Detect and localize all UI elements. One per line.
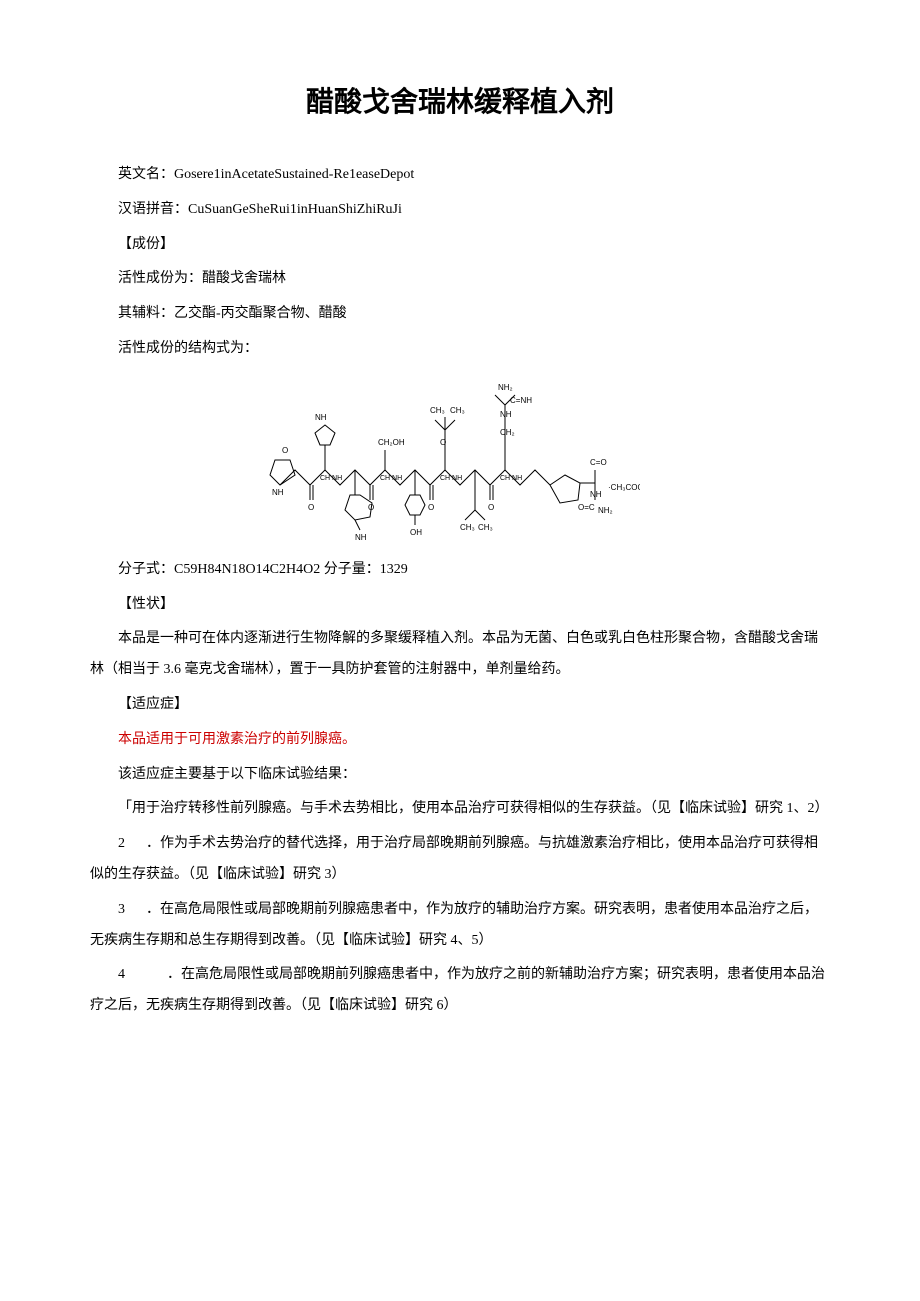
svg-text:NH: NH bbox=[590, 490, 602, 499]
svg-text:CH NH: CH NH bbox=[440, 475, 462, 482]
item-3-text: ．在高危局限性或局部晚期前列腺癌患者中，作为放疗的辅助治疗方案。研究表明，患者使… bbox=[90, 902, 818, 948]
indication-item-4: 4．在高危局限性或局部晚期前列腺癌患者中，作为放疗之前的新辅助治疗方案；研究表明… bbox=[90, 960, 830, 1022]
svg-text:CH₃: CH₃ bbox=[460, 523, 475, 532]
indication-basis: 该适应症主要基于以下临床试验结果： bbox=[90, 760, 830, 791]
excipient-line: 其辅料：乙交酯-丙交酯聚合物、醋酸 bbox=[90, 299, 830, 330]
english-name-label: 英文名： bbox=[118, 167, 174, 182]
indication-item-1: 「用于治疗转移性前列腺癌。与手术去势相比，使用本品治疗可获得相似的生存获益。（见… bbox=[90, 794, 830, 825]
item-2-text: ．作为手术去势治疗的替代选择，用于治疗局部晚期前列腺癌。与抗雄激素治疗相比，使用… bbox=[90, 836, 818, 882]
svg-text:CH₂OH: CH₂OH bbox=[378, 438, 405, 447]
section-ingredients: 【成份】 bbox=[90, 230, 830, 261]
english-name-value: Gosere1inAcetateSustained-Re1easeDepot bbox=[174, 167, 414, 182]
properties-text: 本品是一种可在体内逐渐进行生物降解的多聚缓释植入剂。本品为无菌、白色或乳白色柱形… bbox=[90, 624, 830, 686]
svg-text:O: O bbox=[368, 503, 374, 512]
formula-label: 分子式： bbox=[118, 562, 174, 577]
molecular-formula-line: 分子式：C59H84N18O14C2H4O2 分子量：1329 bbox=[90, 555, 830, 586]
svg-text:NH: NH bbox=[315, 413, 327, 422]
indication-main: 本品适用于可用激素治疗的前列腺癌。 bbox=[90, 725, 830, 756]
svg-text:O: O bbox=[440, 438, 446, 447]
svg-text:O: O bbox=[308, 503, 314, 512]
svg-text:CH NH: CH NH bbox=[320, 475, 342, 482]
item-2-number: 2 bbox=[118, 836, 125, 851]
excipient-label: 其辅料： bbox=[118, 306, 174, 321]
excipient-value: 乙交酯-丙交酯聚合物、醋酸 bbox=[174, 306, 347, 321]
document-title: 醋酸戈舍瑞林缓释植入剂 bbox=[90, 80, 830, 120]
pinyin-line: 汉语拼音：CuSuanGeSheRui1inHuanShiZhiRuJi bbox=[90, 195, 830, 226]
active-label: 活性成份为： bbox=[118, 271, 202, 286]
svg-text:O=C: O=C bbox=[578, 503, 595, 512]
svg-text:CH₃: CH₃ bbox=[478, 523, 493, 532]
svg-text:NH₂: NH₂ bbox=[598, 506, 613, 515]
item-3-number: 3 bbox=[118, 902, 125, 917]
svg-text:O: O bbox=[488, 503, 494, 512]
indication-item-3: 3．在高危局限性或局部晚期前列腺癌患者中，作为放疗的辅助治疗方案。研究表明，患者… bbox=[90, 895, 830, 957]
pinyin-value: CuSuanGeSheRui1inHuanShiZhiRuJi bbox=[188, 202, 402, 217]
svg-text:CH NH: CH NH bbox=[380, 475, 402, 482]
section-properties: 【性状】 bbox=[90, 590, 830, 621]
svg-text:O: O bbox=[282, 446, 288, 455]
formula-value: C59H84N18O14C2H4O2 分子量：1329 bbox=[174, 562, 408, 577]
svg-text:CH₂: CH₂ bbox=[500, 428, 515, 437]
svg-text:NH: NH bbox=[355, 533, 367, 542]
english-name-line: 英文名：Gosere1inAcetateSustained-Re1easeDep… bbox=[90, 160, 830, 191]
item-4-text: ．在高危局限性或局部晚期前列腺癌患者中，作为放疗之前的新辅助治疗方案；研究表明，… bbox=[90, 967, 825, 1013]
svg-text:NH₂: NH₂ bbox=[498, 383, 513, 392]
svg-text:CH₃: CH₃ bbox=[430, 406, 445, 415]
svg-text:OH: OH bbox=[410, 528, 422, 537]
svg-text:·CH₃COOH: ·CH₃COOH bbox=[608, 483, 640, 492]
section-indications: 【适应症】 bbox=[90, 690, 830, 721]
indication-item-2: 2．作为手术去势治疗的替代选择，用于治疗局部晚期前列腺癌。与抗雄激素治疗相比，使… bbox=[90, 829, 830, 891]
structure-label: 活性成份的结构式为： bbox=[90, 334, 830, 365]
active-value: 醋酸戈舍瑞林 bbox=[202, 271, 286, 286]
svg-text:NH: NH bbox=[500, 410, 512, 419]
svg-text:NH: NH bbox=[272, 488, 284, 497]
svg-text:O: O bbox=[428, 503, 434, 512]
svg-text:CH₃: CH₃ bbox=[450, 406, 465, 415]
item-4-number: 4 bbox=[118, 967, 125, 982]
active-ingredient-line: 活性成份为：醋酸戈舍瑞林 bbox=[90, 264, 830, 295]
svg-text:CH NH: CH NH bbox=[500, 475, 522, 482]
pinyin-label: 汉语拼音： bbox=[118, 202, 188, 217]
svg-text:C=NH: C=NH bbox=[510, 396, 532, 405]
chemical-structure-diagram: NH O O O O O NH CH₂OH OH NH CH₃ CH₃ O CH… bbox=[260, 375, 640, 545]
svg-text:C=O: C=O bbox=[590, 458, 607, 467]
